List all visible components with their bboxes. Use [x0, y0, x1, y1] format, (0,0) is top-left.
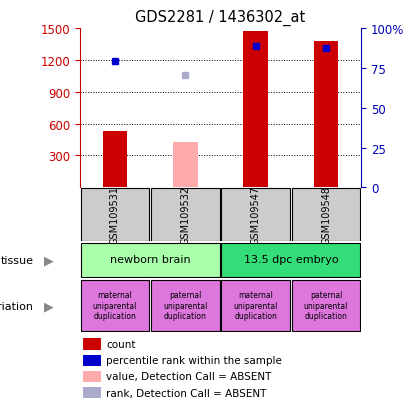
Text: GSM109532: GSM109532: [180, 185, 190, 244]
Title: GDS2281 / 1436302_at: GDS2281 / 1436302_at: [135, 10, 306, 26]
Text: tissue: tissue: [0, 255, 34, 265]
Text: genotype/variation: genotype/variation: [0, 301, 34, 311]
Text: value, Detection Call = ABSENT: value, Detection Call = ABSENT: [106, 372, 271, 382]
FancyBboxPatch shape: [81, 280, 150, 331]
FancyBboxPatch shape: [221, 188, 290, 241]
Text: GSM109531: GSM109531: [110, 185, 120, 244]
FancyBboxPatch shape: [81, 188, 150, 241]
FancyBboxPatch shape: [151, 188, 220, 241]
FancyBboxPatch shape: [291, 280, 360, 331]
Text: GSM109548: GSM109548: [321, 185, 331, 244]
Bar: [83, 339, 101, 350]
Text: rank, Detection Call = ABSENT: rank, Detection Call = ABSENT: [106, 388, 266, 398]
Text: maternal
uniparental
duplication: maternal uniparental duplication: [234, 291, 278, 320]
Bar: [83, 387, 101, 398]
Bar: [243, 32, 268, 188]
FancyBboxPatch shape: [221, 243, 360, 277]
FancyBboxPatch shape: [81, 243, 220, 277]
Text: GSM109547: GSM109547: [251, 185, 261, 244]
Text: paternal
uniparental
duplication: paternal uniparental duplication: [304, 291, 348, 320]
FancyBboxPatch shape: [221, 280, 290, 331]
Text: percentile rank within the sample: percentile rank within the sample: [106, 356, 282, 366]
Text: count: count: [106, 339, 136, 349]
Text: ▶: ▶: [44, 254, 54, 267]
FancyBboxPatch shape: [291, 188, 360, 241]
Text: paternal
uniparental
duplication: paternal uniparental duplication: [163, 291, 207, 320]
FancyBboxPatch shape: [151, 280, 220, 331]
Bar: [83, 371, 101, 382]
Bar: [173, 142, 198, 188]
Bar: [83, 355, 101, 366]
Text: newborn brain: newborn brain: [110, 254, 190, 264]
Bar: [314, 42, 339, 188]
Text: ▶: ▶: [44, 300, 54, 313]
Text: 13.5 dpc embryo: 13.5 dpc embryo: [244, 254, 338, 264]
Bar: [102, 132, 127, 188]
Text: maternal
uniparental
duplication: maternal uniparental duplication: [93, 291, 137, 320]
